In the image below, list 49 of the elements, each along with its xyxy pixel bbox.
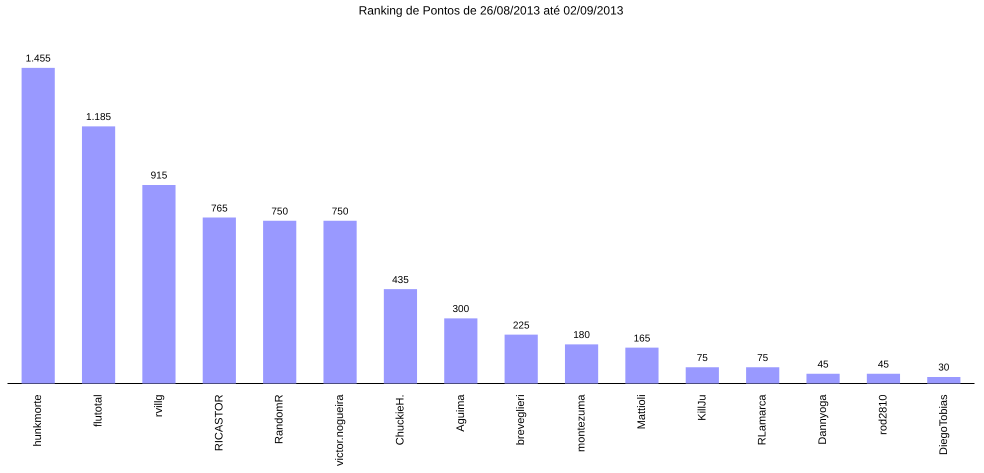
x-tick-label: ChuckieH. xyxy=(394,394,406,446)
bar xyxy=(746,367,780,384)
x-tick-label: Mattioli xyxy=(636,394,648,430)
x-tick-label: montezuma xyxy=(576,394,588,452)
x-tick-label: RandomR xyxy=(274,394,286,444)
x-tick-label: rod2810 xyxy=(877,394,890,435)
data-label: 180 xyxy=(573,330,590,342)
x-tick-label: RLamarca xyxy=(756,394,769,446)
bar xyxy=(504,334,538,384)
x-tick-label: hunkmorte xyxy=(32,394,44,446)
data-label: 75 xyxy=(757,352,769,364)
data-label: 750 xyxy=(271,206,288,218)
data-label: 1.185 xyxy=(86,112,112,124)
data-label: 75 xyxy=(696,352,708,364)
x-tick-label: KillJu xyxy=(696,394,708,421)
data-label: 300 xyxy=(452,304,470,316)
x-tick-label: rvillg xyxy=(152,394,165,418)
x-tick-label: DiegoTobias xyxy=(938,394,950,456)
bar xyxy=(444,318,478,384)
bar xyxy=(22,68,55,384)
bar xyxy=(806,374,840,384)
data-label: 30 xyxy=(938,362,950,374)
data-label: 45 xyxy=(878,359,890,370)
x-tick-label: breveglieri xyxy=(515,394,528,446)
x-tick-label: victor.nogueira xyxy=(334,394,346,466)
data-label: 165 xyxy=(634,333,651,344)
data-label: 45 xyxy=(818,359,830,370)
data-label: 765 xyxy=(210,203,228,214)
x-tick-label: Dannyoga xyxy=(817,394,830,445)
data-label: 915 xyxy=(150,170,168,182)
bar xyxy=(866,374,900,384)
data-label: 225 xyxy=(512,320,530,332)
bar xyxy=(82,126,116,384)
chart-title: Ranking de Pontos de 26/08/2013 até 02/09/2013 xyxy=(358,4,624,18)
bar xyxy=(142,184,176,384)
x-tick-label: Aguima xyxy=(454,394,467,432)
x-tick-label: flutotal xyxy=(92,394,105,427)
bar xyxy=(927,376,960,384)
data-label: 750 xyxy=(332,206,349,218)
bar xyxy=(564,344,598,384)
data-label: 1.455 xyxy=(26,54,52,65)
bar xyxy=(686,367,719,384)
data-label: 435 xyxy=(392,274,410,286)
bar xyxy=(625,348,659,384)
x-tick-label: RICASTOR xyxy=(213,394,226,452)
bar xyxy=(323,220,357,384)
bar xyxy=(202,218,236,384)
bar xyxy=(263,220,296,384)
bar xyxy=(384,289,418,384)
